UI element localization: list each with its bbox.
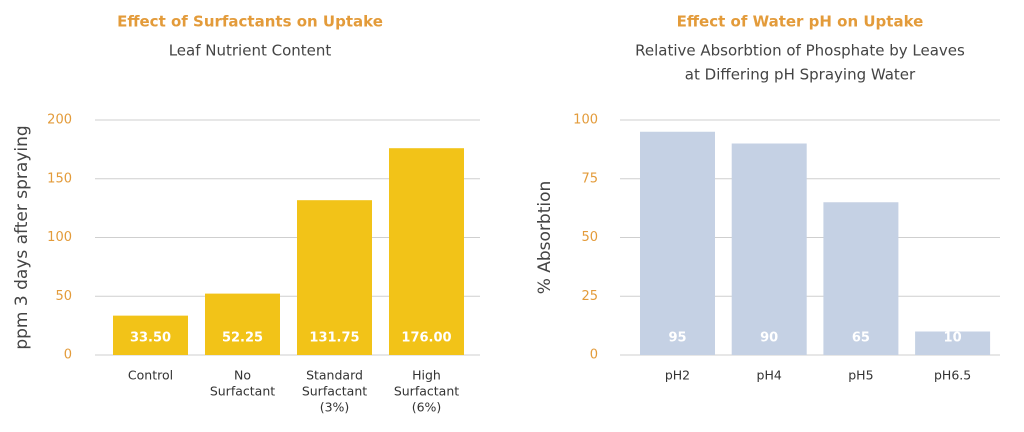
- x-tick-label: Surfactant: [210, 384, 275, 399]
- chart-title: Effect of Surfactants on Uptake: [117, 13, 383, 31]
- y-axis-label: ppm 3 days after spraying: [12, 125, 32, 349]
- chart-subtitle: at Differing pH Spraying Water: [685, 66, 916, 84]
- y-tick-label: 200: [47, 113, 72, 128]
- x-tick-label: Control: [128, 368, 173, 383]
- value-label: 10: [944, 331, 962, 346]
- y-tick-label: 100: [47, 230, 72, 245]
- value-label: 131.75: [309, 331, 359, 346]
- y-tick-label: 25: [581, 289, 598, 304]
- y-tick-label: 50: [581, 230, 598, 245]
- chart-subtitle: Leaf Nutrient Content: [169, 42, 332, 60]
- bar: [297, 200, 372, 355]
- y-tick-label: 50: [55, 289, 72, 304]
- y-axis-label: % Absorbtion: [535, 181, 555, 295]
- x-tick-label: Surfactant: [394, 384, 459, 399]
- value-label: 65: [852, 331, 870, 346]
- chart-title: Effect of Water pH on Uptake: [677, 13, 924, 31]
- y-tick-label: 100: [573, 113, 598, 128]
- value-label: 52.25: [222, 331, 263, 346]
- x-tick-label: High: [412, 368, 441, 383]
- x-tick-label: No: [234, 368, 251, 383]
- y-tick-label: 0: [590, 348, 598, 363]
- bar: [205, 293, 280, 355]
- bar: [113, 315, 188, 355]
- x-tick-label: Standard: [306, 368, 363, 383]
- bar: [389, 148, 464, 355]
- bar: [731, 143, 807, 355]
- x-tick-label: (6%): [412, 400, 442, 415]
- y-tick-label: 150: [47, 171, 72, 186]
- value-label: 95: [668, 331, 686, 346]
- value-label: 90: [760, 331, 778, 346]
- chart-subtitle: Relative Absorbtion of Phosphate by Leav…: [635, 42, 965, 60]
- x-tick-label: pH2: [665, 368, 690, 383]
- bar: [823, 202, 899, 355]
- y-tick-label: 75: [581, 171, 598, 186]
- value-label: 33.50: [130, 331, 171, 346]
- x-tick-label: pH4: [757, 368, 782, 383]
- value-label: 176.00: [401, 331, 451, 346]
- x-tick-label: Surfactant: [302, 384, 367, 399]
- x-tick-label: (3%): [320, 400, 350, 415]
- x-tick-label: pH5: [848, 368, 873, 383]
- bar: [915, 331, 991, 355]
- x-tick-label: pH6.5: [934, 368, 971, 383]
- y-tick-label: 0: [64, 348, 72, 363]
- bar: [640, 131, 715, 355]
